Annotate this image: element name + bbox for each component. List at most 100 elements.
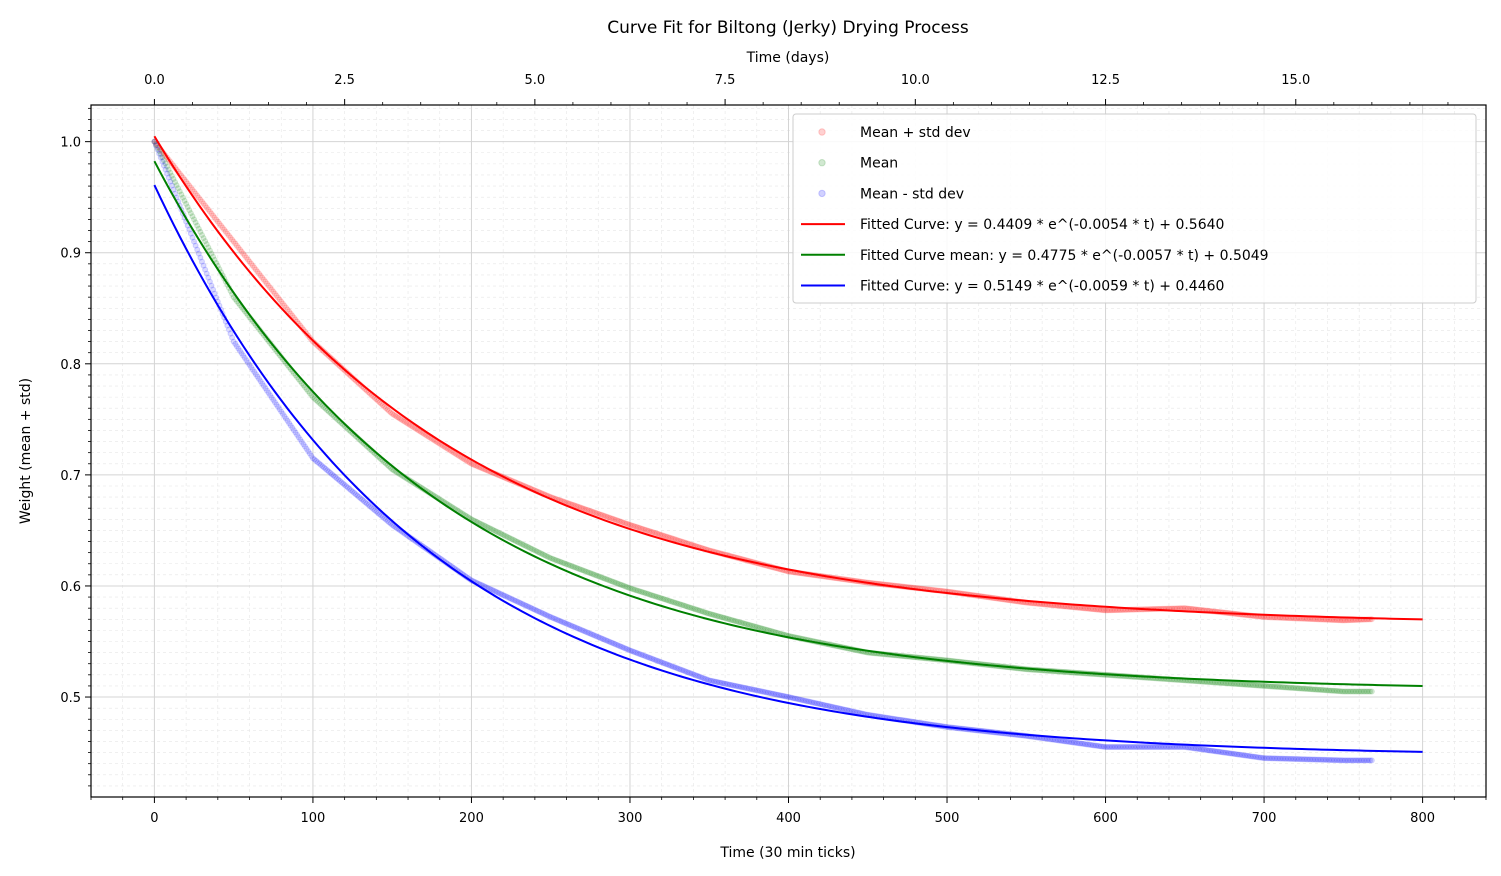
scatter-point [1213, 748, 1220, 755]
scatter-point [152, 142, 159, 149]
scatter-point [747, 686, 754, 693]
scatter-point [542, 611, 549, 618]
scatter-point [1316, 756, 1323, 763]
scatter-point [723, 615, 730, 622]
scatter-point [611, 579, 618, 586]
scatter-point [189, 186, 196, 193]
scatter-point [690, 671, 697, 678]
scatter-point [1145, 744, 1152, 751]
scatter-point [1319, 687, 1326, 694]
scatter-point [309, 455, 316, 462]
scatter-point [227, 234, 234, 241]
scatter-point [1262, 755, 1269, 762]
scatter-point [764, 689, 771, 696]
scatter-point [1272, 755, 1279, 762]
scatter-point [576, 626, 583, 633]
scatter-point [541, 611, 548, 618]
scatter-point [614, 642, 621, 649]
scatter-point [720, 680, 727, 687]
scatter-point [1226, 750, 1233, 757]
top-x-tick-label: 7.5 [715, 73, 736, 88]
scatter-point [1132, 744, 1139, 751]
scatter-point [191, 238, 198, 245]
scatter-point [493, 589, 500, 596]
scatter-point [1281, 684, 1288, 691]
scatter-point [609, 578, 616, 585]
scatter-point [1066, 738, 1073, 745]
scatter-point [243, 254, 250, 261]
scatter-point [544, 553, 551, 560]
scatter-point [655, 531, 662, 538]
scatter-point [619, 519, 626, 526]
scatter-point [726, 681, 733, 688]
scatter-point [560, 559, 567, 566]
scatter-point [1256, 682, 1263, 689]
scatter-point [275, 403, 282, 410]
scatter-point [179, 194, 186, 201]
scatter-point [658, 532, 665, 539]
scatter-point [626, 585, 633, 592]
scatter-point [1112, 744, 1119, 751]
scatter-point [202, 202, 209, 209]
scatter-point [533, 607, 540, 614]
scatter-point [1288, 684, 1295, 691]
scatter-point [1367, 688, 1374, 695]
scatter-point [646, 591, 652, 598]
scatter-point [514, 538, 521, 545]
scatter-point [1286, 684, 1293, 691]
scatter-point [1292, 685, 1299, 692]
scatter-point [760, 688, 767, 695]
scatter-point [587, 630, 594, 637]
scatter-point [1257, 682, 1264, 689]
scatter-point [1153, 744, 1160, 751]
scatter-point [487, 525, 494, 532]
scatter-point [516, 539, 523, 546]
scatter-point [1313, 756, 1320, 763]
scatter-point [1216, 748, 1223, 755]
scatter-point [1211, 748, 1218, 755]
scatter-point [324, 467, 331, 474]
scatter-point [1237, 751, 1244, 758]
scatter-point [405, 420, 412, 427]
scatter-point [634, 650, 641, 657]
scatter-point [206, 208, 213, 215]
scatter-point [1245, 681, 1252, 688]
scatter-point [1230, 750, 1237, 757]
scatter-point [1273, 755, 1280, 762]
scatter-point [823, 702, 830, 709]
scatter-point [817, 701, 824, 708]
scatter-point [821, 702, 828, 709]
scatter-point [768, 690, 775, 697]
scatter-point [167, 178, 174, 185]
scatter-point [162, 166, 169, 173]
scatter-point [208, 250, 215, 257]
scatter-point [722, 615, 729, 622]
scatter-point [485, 585, 492, 592]
scatter-point [601, 575, 608, 582]
x-tick-label: 300 [618, 811, 643, 826]
scatter-point [1357, 757, 1364, 764]
scatter-point [1278, 684, 1285, 691]
scatter-point [1261, 755, 1268, 762]
scatter-point [1210, 748, 1217, 755]
scatter-point [210, 286, 217, 293]
scatter-point [316, 399, 323, 406]
scatter-point [619, 644, 626, 651]
scatter-point [197, 228, 204, 235]
x-tick-label: 0 [150, 811, 158, 826]
scatter-point [561, 560, 568, 567]
scatter-point [514, 598, 521, 605]
scatter-point [191, 216, 198, 223]
scatter-point [154, 146, 161, 153]
scatter-point [1319, 756, 1326, 763]
scatter-point [745, 621, 752, 628]
scatter-point [173, 182, 180, 189]
scatter-point [1364, 688, 1371, 695]
scatter-point [612, 579, 619, 586]
scatter-point [596, 511, 603, 518]
scatter-point [590, 571, 597, 578]
scatter-point [674, 600, 681, 607]
scatter-point [798, 696, 805, 703]
scatter-point [1197, 746, 1204, 753]
scatter-point [1300, 685, 1307, 692]
